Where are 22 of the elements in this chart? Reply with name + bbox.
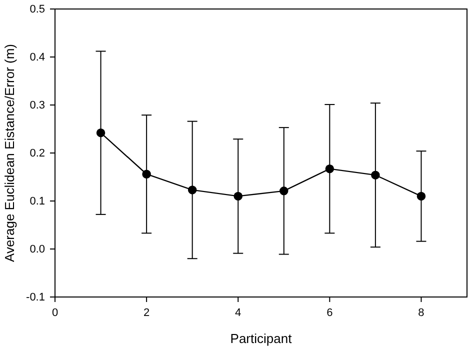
y-tick-label: 0.3 bbox=[30, 100, 45, 112]
x-tick-label: 6 bbox=[326, 306, 333, 319]
point bbox=[188, 186, 197, 194]
y-tick-label: 0.5 bbox=[30, 4, 45, 16]
y-tick-label: 0.1 bbox=[30, 196, 45, 208]
y-axis-title: Average Euclidean Eistance/Error (m) bbox=[2, 44, 17, 262]
point bbox=[142, 170, 151, 178]
point bbox=[280, 186, 288, 196]
x-tick-label: 4 bbox=[235, 306, 242, 319]
point bbox=[416, 192, 426, 201]
point bbox=[325, 164, 334, 174]
point bbox=[96, 128, 106, 138]
point bbox=[234, 192, 242, 201]
y-tick-label: 0.0 bbox=[30, 244, 45, 256]
point bbox=[371, 170, 380, 180]
x-axis-title: Participant bbox=[230, 331, 292, 346]
x-tick-label: 8 bbox=[418, 306, 424, 319]
x-tick-label: 2 bbox=[143, 306, 150, 319]
y-tick-label: 0.4 bbox=[30, 52, 45, 64]
y-tick-label: 0.2 bbox=[30, 148, 45, 160]
x-tick-label: 0 bbox=[52, 306, 58, 319]
y-tick-label: -0.1 bbox=[26, 292, 45, 304]
